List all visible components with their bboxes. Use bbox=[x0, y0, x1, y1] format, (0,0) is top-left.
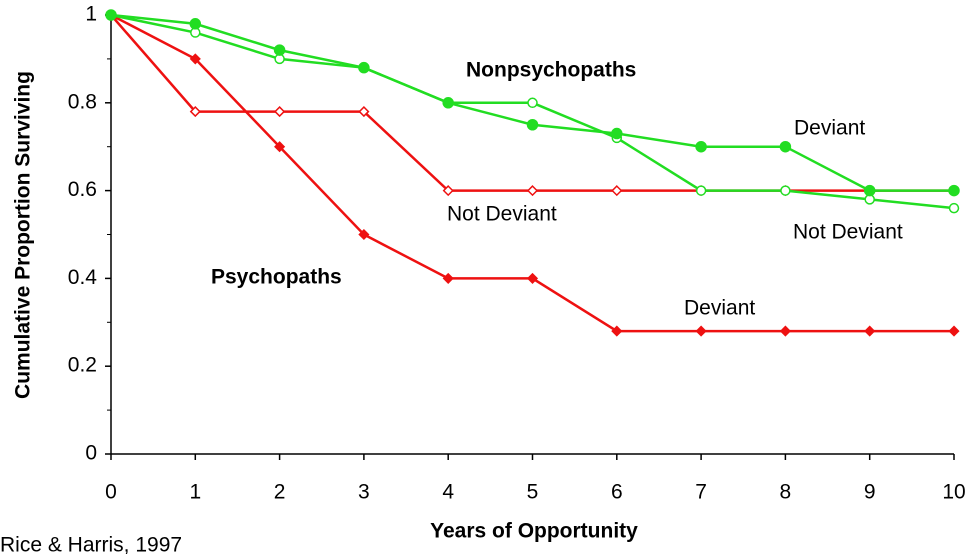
x-tick-label: 7 bbox=[695, 481, 707, 504]
marker bbox=[864, 325, 876, 337]
marker bbox=[105, 9, 117, 21]
marker bbox=[611, 185, 623, 197]
x-tick-label: 1 bbox=[189, 481, 201, 504]
x-tick-label: 5 bbox=[527, 481, 539, 504]
series-label: Deviant bbox=[684, 297, 755, 320]
y-tick-label: 0.2 bbox=[68, 354, 97, 377]
marker bbox=[526, 185, 539, 197]
marker bbox=[948, 202, 960, 214]
x-tick-label: 3 bbox=[358, 481, 370, 504]
series-label: Not Deviant bbox=[447, 203, 557, 226]
series-label: Not Deviant bbox=[793, 221, 903, 244]
marker bbox=[442, 185, 454, 197]
marker bbox=[189, 53, 201, 65]
y-tick-label: 0.4 bbox=[68, 266, 98, 289]
marker bbox=[526, 272, 539, 284]
marker bbox=[358, 228, 370, 241]
x-tick-label: 4 bbox=[442, 481, 454, 504]
x-tick-label: 9 bbox=[864, 481, 876, 504]
marker bbox=[442, 272, 454, 284]
marker bbox=[273, 44, 286, 56]
marker bbox=[526, 119, 539, 131]
x-tick-label: 6 bbox=[611, 481, 623, 504]
marker bbox=[274, 141, 286, 153]
x-tick-label: 10 bbox=[942, 481, 965, 504]
marker bbox=[189, 106, 201, 118]
marker bbox=[358, 61, 370, 74]
marker bbox=[274, 106, 286, 118]
marker bbox=[695, 140, 707, 153]
marker bbox=[948, 184, 960, 197]
marker bbox=[780, 185, 791, 196]
y-tick-label: 0 bbox=[85, 442, 97, 465]
x-tick-label: 0 bbox=[105, 481, 117, 504]
marker bbox=[948, 325, 960, 337]
group-label: Nonpsychopaths bbox=[466, 59, 636, 82]
marker bbox=[358, 106, 370, 118]
y-tick-label: 1 bbox=[85, 3, 97, 26]
marker bbox=[527, 97, 538, 109]
source-note: Rice & Harris, 1997 bbox=[0, 534, 182, 554]
y-tick-label: 0.6 bbox=[68, 178, 97, 201]
marker bbox=[695, 325, 707, 337]
y-tick-label: 0.8 bbox=[68, 90, 97, 113]
marker bbox=[779, 325, 791, 337]
marker bbox=[863, 184, 876, 197]
x-axis-label: Years of Opportunity bbox=[430, 520, 638, 543]
x-tick-label: 8 bbox=[780, 481, 792, 504]
marker bbox=[611, 127, 623, 140]
series-label: Deviant bbox=[794, 117, 865, 140]
group-label: Psychopaths bbox=[211, 266, 342, 289]
marker bbox=[189, 18, 202, 30]
x-tick-label: 2 bbox=[274, 481, 286, 504]
marker bbox=[695, 185, 707, 196]
y-axis-label: Cumulative Proportion Surviving bbox=[12, 71, 35, 399]
marker bbox=[611, 325, 623, 337]
marker bbox=[442, 97, 454, 109]
marker bbox=[779, 140, 792, 153]
